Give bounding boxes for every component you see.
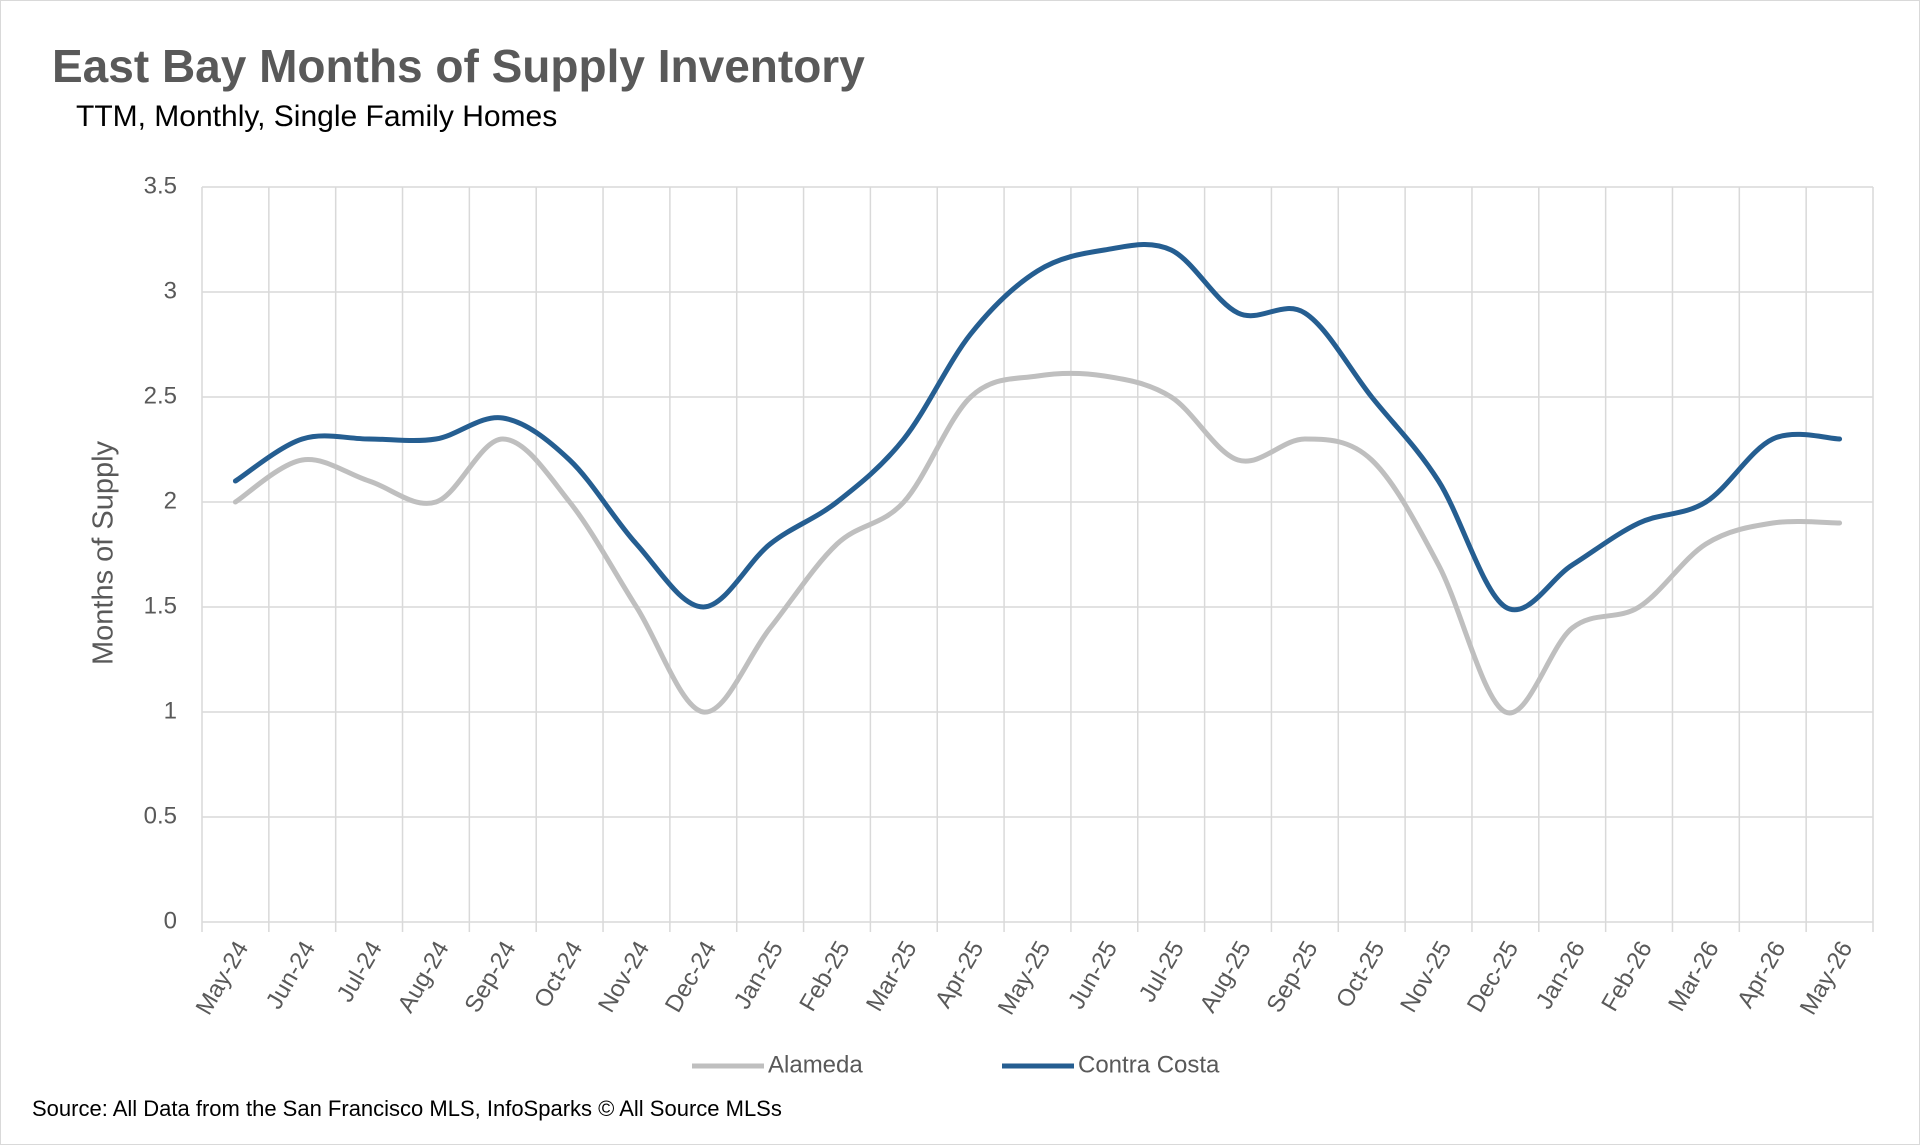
y-tick-label: 1.5 bbox=[144, 592, 177, 619]
chart-subtitle: TTM, Monthly, Single Family Homes bbox=[76, 100, 557, 133]
series-line bbox=[232, 242, 1843, 613]
y-axis-title: Months of Supply bbox=[88, 440, 120, 665]
y-tick-label: 0.5 bbox=[144, 802, 177, 829]
y-tick-label: 3.5 bbox=[144, 172, 177, 199]
legend-label: Alameda bbox=[768, 1051, 863, 1078]
source-note: Source: All Data from the San Francisco … bbox=[32, 1096, 782, 1121]
y-tick-label: 3 bbox=[164, 277, 177, 304]
y-tick-label: 1 bbox=[164, 697, 177, 724]
y-tick-label: 2 bbox=[164, 487, 177, 514]
y-tick-label: 2.5 bbox=[144, 382, 177, 409]
legend-label: Contra Costa bbox=[1078, 1051, 1220, 1078]
y-tick-label: 0 bbox=[164, 907, 177, 934]
chart-title: East Bay Months of Supply Inventory bbox=[52, 40, 865, 92]
series-line bbox=[232, 370, 1843, 716]
